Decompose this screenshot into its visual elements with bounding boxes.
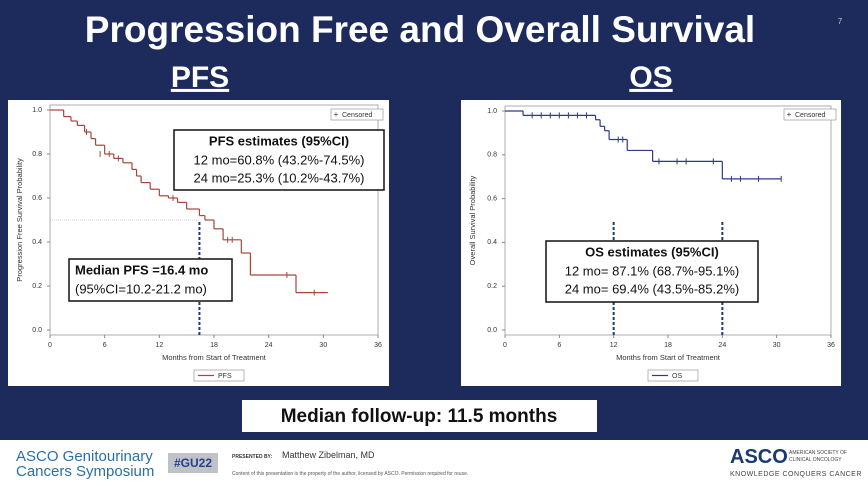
symposium-line: ASCO Genitourinary [16, 448, 153, 465]
y-tick-label: 0.8 [487, 152, 497, 159]
society-line: CLINICAL ONCOLOGY [789, 457, 842, 463]
annotation-title: PFS estimates (95%CI) [209, 133, 349, 148]
x-tick-label: 18 [664, 342, 672, 349]
x-axis-title: Months from Start of Treatment [162, 353, 267, 362]
y-tick-label: 0.6 [32, 195, 42, 202]
series-legend-box [193, 369, 245, 382]
annotation-box [173, 129, 385, 191]
annotation-line: 24 mo= 69.4% (43.5%-85.2%) [565, 281, 740, 296]
footer: ASCO Genitourinary Cancers Symposium #GU2… [0, 440, 868, 487]
x-tick-label: 24 [265, 342, 273, 349]
y-tick-label: 0.0 [32, 327, 42, 334]
symposium: ASCO Genitourinary Cancers Symposium [16, 449, 154, 479]
censor-legend-symbol: + [787, 110, 792, 119]
annotation-title: Median PFS =16.4 mo [75, 262, 208, 277]
y-tick-label: 0.0 [487, 327, 497, 334]
followup-box [242, 400, 597, 432]
y-tick-label: 1.0 [487, 108, 497, 115]
series-legend-box [647, 369, 699, 382]
annotation-title: OS estimates (95%CI) [585, 244, 719, 259]
followup-text: Median follow-up: 11.5 months [281, 406, 558, 427]
y-tick-label: 0.4 [487, 239, 497, 246]
notice: Content of this presentation is the prop… [232, 471, 469, 477]
x-tick-label: 0 [503, 342, 507, 349]
x-tick-label: 18 [210, 342, 218, 349]
y-tick-label: 0.2 [487, 283, 497, 290]
x-tick-label: 12 [155, 342, 163, 349]
y-tick-label: 0.8 [32, 151, 42, 158]
x-tick-label: 0 [48, 342, 52, 349]
censor-legend-symbol: + [334, 110, 339, 119]
series-legend-label: OS [672, 373, 682, 380]
annotation-line: 24 mo=25.3% (10.2%-43.7%) [194, 170, 365, 185]
x-tick-label: 36 [827, 342, 835, 349]
slide-number: 7 [838, 17, 843, 26]
y-tick-label: 1.0 [32, 107, 42, 114]
censor-legend-label: Censored [795, 112, 825, 119]
asco-logo: ASCO [730, 446, 788, 468]
x-tick-label: 6 [557, 342, 561, 349]
slide-title: Progression Free and Overall Survival [85, 9, 755, 50]
y-tick-label: 0.2 [32, 283, 42, 290]
y-tick-label: 0.6 [487, 195, 497, 202]
censor-legend-box [783, 108, 837, 121]
x-tick-label: 12 [610, 342, 618, 349]
x-tick-label: 30 [773, 342, 781, 349]
slide-canvas: Progression Free and Overall Survival 7 … [8, 9, 843, 432]
x-tick-label: 30 [319, 342, 327, 349]
annotation-line: 12 mo= 87.1% (68.7%-95.1%) [565, 263, 740, 278]
y-axis-title: Progression Free Survival Probability [15, 158, 24, 282]
x-tick-label: 36 [374, 342, 382, 349]
society-line: AMERICAN SOCIETY OF [789, 450, 847, 456]
annotation-line: 12 mo=60.8% (43.2%-74.5%) [194, 152, 365, 167]
annotation-line: (95%CI=10.2-21.2 mo) [75, 281, 207, 296]
symposium-line: Cancers Symposium [16, 463, 155, 480]
hashtag: #GU22 [168, 453, 219, 473]
x-tick-label: 24 [718, 342, 726, 349]
pfs-heading: PFS [171, 61, 229, 94]
tagline: KNOWLEDGE CONQUERS CANCER [730, 471, 862, 478]
society: AMERICAN SOCIETY OF CLINICAL ONCOLOGY [789, 450, 847, 464]
annotation-box [545, 240, 759, 303]
presented-by: PRESENTED BY: [232, 454, 273, 460]
x-tick-label: 6 [103, 342, 107, 349]
y-axis-title: Overall Survival Probability [468, 175, 477, 265]
series-legend-label: PFS [218, 373, 232, 380]
censor-legend-label: Censored [342, 112, 372, 119]
censor-legend-box [330, 108, 384, 121]
presenter: Matthew Zibelman, MD [282, 450, 375, 460]
x-axis-title: Months from Start of Treatment [616, 353, 721, 362]
y-tick-label: 0.4 [32, 239, 42, 246]
os-heading: OS [629, 61, 672, 94]
annotation-box [68, 258, 233, 302]
